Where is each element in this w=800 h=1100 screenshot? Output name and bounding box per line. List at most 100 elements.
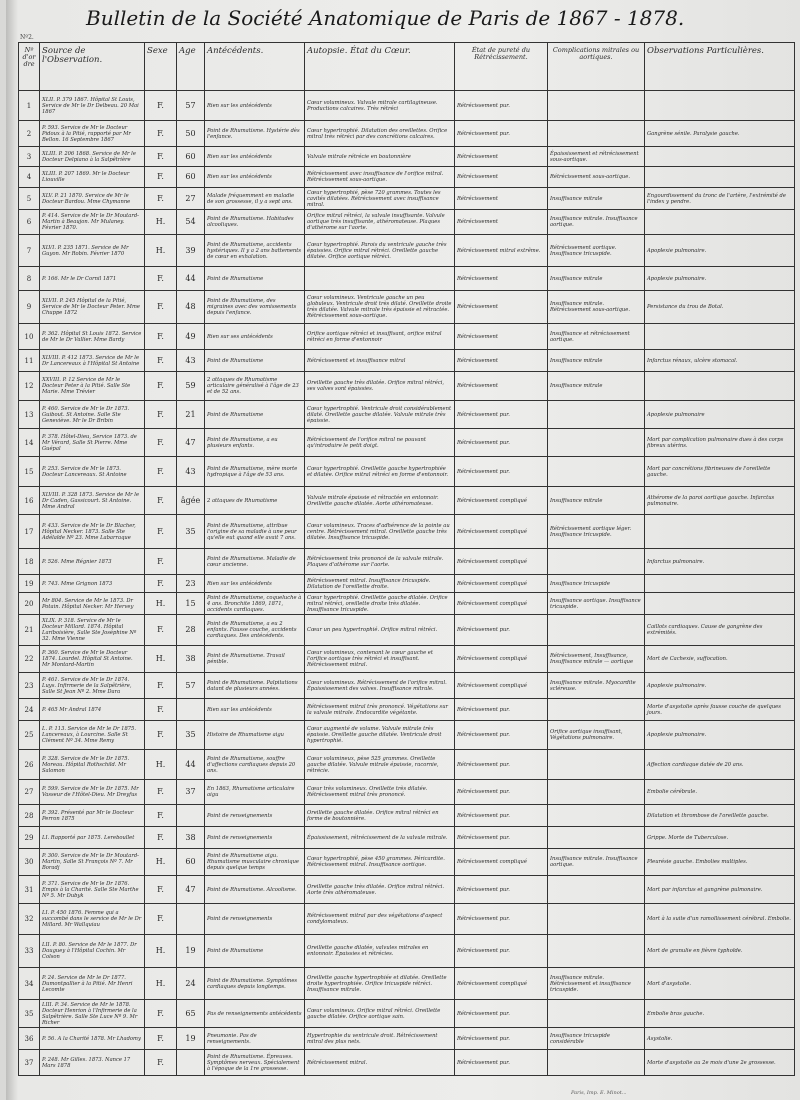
- table-row: 7 XLVI. P. 235 1871. Service de Mr Guyon.…: [18, 234, 795, 267]
- row-number: 15: [18, 456, 40, 487]
- purity-cell: Rétrécissement: [454, 166, 548, 188]
- observations-cell: Persistance du trou de Botal.: [644, 290, 795, 324]
- antecedents-cell: Rien sur les antécédents: [204, 146, 305, 167]
- purity-cell: Rétrécissement: [454, 290, 548, 324]
- table-header: Nº d'ordre Source de l'Observation. Sexe…: [18, 42, 795, 91]
- age-cell: 44: [176, 266, 205, 291]
- sex-cell: F.: [144, 614, 177, 646]
- antecedents-cell: En 1863, Rhumatisme articulaire aigu: [204, 779, 305, 805]
- purity-cell: Rétrécissement compliqué: [454, 574, 548, 593]
- complications-cell: [547, 826, 645, 849]
- table-row: 29 LI. Rapporté par 1875. Lereboullet F. 38…: [18, 826, 795, 849]
- age-cell: 59: [176, 371, 205, 401]
- purity-cell: Rétrécissement mitral extrême.: [454, 234, 548, 267]
- autopsy-cell: Rétrécissement et insuffisance mitral: [304, 349, 455, 372]
- table-row: 12 XXVIII. P. 12 Service de Mr le Docteur…: [18, 371, 795, 401]
- purity-cell: Rétrécissement compliqué: [454, 514, 548, 549]
- complications-cell: Insuffisance mitrale. Myocardite scléreu…: [547, 672, 645, 699]
- source-cell: P. 24. Service de Mr le Dr 1877. Dumontp…: [39, 967, 145, 1000]
- observations-cell: [644, 90, 795, 121]
- source-cell: P. 166. Mr le Dr Cornil 1871: [39, 266, 145, 291]
- sex-cell: F.: [144, 146, 177, 167]
- purity-cell: Rétrécissement pur.: [454, 120, 548, 147]
- autopsy-cell: Cœur volumineux. Orifice mitral rétréci.…: [304, 999, 455, 1028]
- complications-cell: Rétrécissement sous-aortique.: [547, 166, 645, 188]
- sheet-number: Nº2.: [20, 34, 34, 41]
- antecedents-cell: 2 attaques de Rhumatisme articulaire gén…: [204, 371, 305, 401]
- complications-cell: Insuffisance mitrale: [547, 486, 645, 515]
- observations-cell: Morte d'asystolie après fausse couche de…: [644, 698, 795, 721]
- observations-cell: Morte d'asystolie au 2e mois d'une 2e gr…: [644, 1049, 795, 1076]
- sex-cell: H.: [144, 749, 177, 780]
- age-cell: 47: [176, 428, 205, 457]
- row-number: 36: [18, 1027, 40, 1050]
- autopsy-cell: Cœur volumineux, pèse 525 grammes. Oreil…: [304, 749, 455, 780]
- antecedents-cell: Point de Rhumatisme, a eu 2 enfants. Fau…: [204, 614, 305, 646]
- complications-cell: Rétrécissement, Insuffisance, Insuffisan…: [547, 645, 645, 673]
- table-row: 14 P. 378. Hôtel-Dieu, Service 1873. de M…: [18, 428, 795, 457]
- table-row: 19 P. 743. Mme Grignon 1873 F. 23 Rien sur l…: [18, 574, 795, 593]
- row-number: 19: [18, 574, 40, 593]
- source-cell: XLII. P. 379 1867. Hôpital St Louis, Ser…: [39, 90, 145, 121]
- source-cell: XLIX. P. 318. Service de Mr le Docteur M…: [39, 614, 145, 646]
- row-number: 24: [18, 698, 40, 721]
- source-cell: P. 593. Service de Mr le Docteur Pidoux …: [39, 120, 145, 147]
- antecedents-cell: Rien sur les antécédents: [204, 166, 305, 188]
- complications-cell: Insuffisance mitrale: [547, 187, 645, 210]
- complications-cell: Insuffisance mitrale: [547, 349, 645, 372]
- purity-cell: Rétrécissement compliqué: [454, 486, 548, 515]
- autopsy-cell: Rétrécissement mitral très prononcé. Vég…: [304, 698, 455, 721]
- complications-cell: Insuffisance mitrale. Insuffisance aorti…: [547, 209, 645, 235]
- autopsy-cell: Rétrécissement avec insuffisance de l'or…: [304, 166, 455, 188]
- source-cell: LII. P. 80. Service de Mr le 1877. Dr Da…: [39, 934, 145, 968]
- complications-cell: [547, 614, 645, 646]
- source-cell: P. 248. Mr Gilles. 1873. Nance 17 Mars 1…: [39, 1049, 145, 1076]
- source-cell: P. 378. Hôtel-Dieu, Service 1873. de Mr …: [39, 428, 145, 457]
- sex-cell: F.: [144, 166, 177, 188]
- observations-cell: [644, 146, 795, 167]
- observations-cell: Apoplexie pulmonaire.: [644, 720, 795, 750]
- row-number: 13: [18, 400, 40, 429]
- observations-cell: Apoplexie pulmonaire.: [644, 672, 795, 699]
- observations-cell: Infarctus rénaux, ulcère stomacal.: [644, 349, 795, 372]
- age-cell: 43: [176, 456, 205, 487]
- autopsy-cell: Rétrécissement de l'orifice mitral ne po…: [304, 428, 455, 457]
- age-cell: [176, 1049, 205, 1076]
- purity-cell: Rétrécissement pur.: [454, 903, 548, 935]
- table-row: 2 P. 593. Service de Mr le Docteur Pidoux…: [18, 120, 795, 147]
- table-row: 3 XLIII. P. 206 1868. Service de Mr le Do…: [18, 146, 795, 167]
- table-row: 10 P. 362. Hôpital St Louis 1872. Service…: [18, 323, 795, 350]
- autopsy-cell: Cœur volumineux. Ventricule gauche un pe…: [304, 290, 455, 324]
- autopsy-cell: Oreillette gauche dilatée. Orifice mitra…: [304, 804, 455, 827]
- observations-cell: Mort par concrétions fibrineuses de l'or…: [644, 456, 795, 487]
- age-cell: [176, 903, 205, 935]
- row-number: 14: [18, 428, 40, 457]
- antecedents-cell: Rien sur ses antécédents: [204, 323, 305, 350]
- source-cell: Mr 804. Service de Mr le 1873. Dr Potain…: [39, 592, 145, 615]
- age-cell: [176, 548, 205, 575]
- source-cell: P. 526. Mme Régnier 1873: [39, 548, 145, 575]
- table-row: 30 P. 300. Service de Mr le Dr Moutard-Ma…: [18, 848, 795, 876]
- observations-cell: [644, 574, 795, 593]
- observations-cell: Engourdissement du tronc de l'artère, l'…: [644, 187, 795, 210]
- complications-cell: [547, 999, 645, 1028]
- purity-cell: Rétrécissement pur.: [454, 720, 548, 750]
- observations-cell: Mort par complication pulmonaire dues à …: [644, 428, 795, 457]
- source-cell: P. 599. Service de Mr le Dr 1875. Mr Vas…: [39, 779, 145, 805]
- row-number: 29: [18, 826, 40, 849]
- sex-cell: F.: [144, 187, 177, 210]
- sex-cell: H.: [144, 967, 177, 1000]
- autopsy-cell: Cœur hypertrophié. Oreillette gauche dil…: [304, 592, 455, 615]
- age-cell: 35: [176, 514, 205, 549]
- purity-cell: Rétrécissement: [454, 349, 548, 372]
- source-cell: XLVIII. P. 412 1873. Service de Mr le Dr…: [39, 349, 145, 372]
- complications-cell: Épaississement et rétrécissement sous-ao…: [547, 146, 645, 167]
- autopsy-cell: Cœur volumineux. Traces d'adhérence de l…: [304, 514, 455, 549]
- antecedents-cell: Point de Rhumatisme. Alcoolisme.: [204, 875, 305, 904]
- complications-cell: [547, 779, 645, 805]
- antecedents-cell: Rien sur les antécédents: [204, 698, 305, 721]
- sex-cell: F.: [144, 290, 177, 324]
- age-cell: 37: [176, 779, 205, 805]
- observations-cell: Asystolie.: [644, 1027, 795, 1050]
- table-row: 1 XLII. P. 379 1867. Hôpital St Louis, Se…: [18, 90, 795, 121]
